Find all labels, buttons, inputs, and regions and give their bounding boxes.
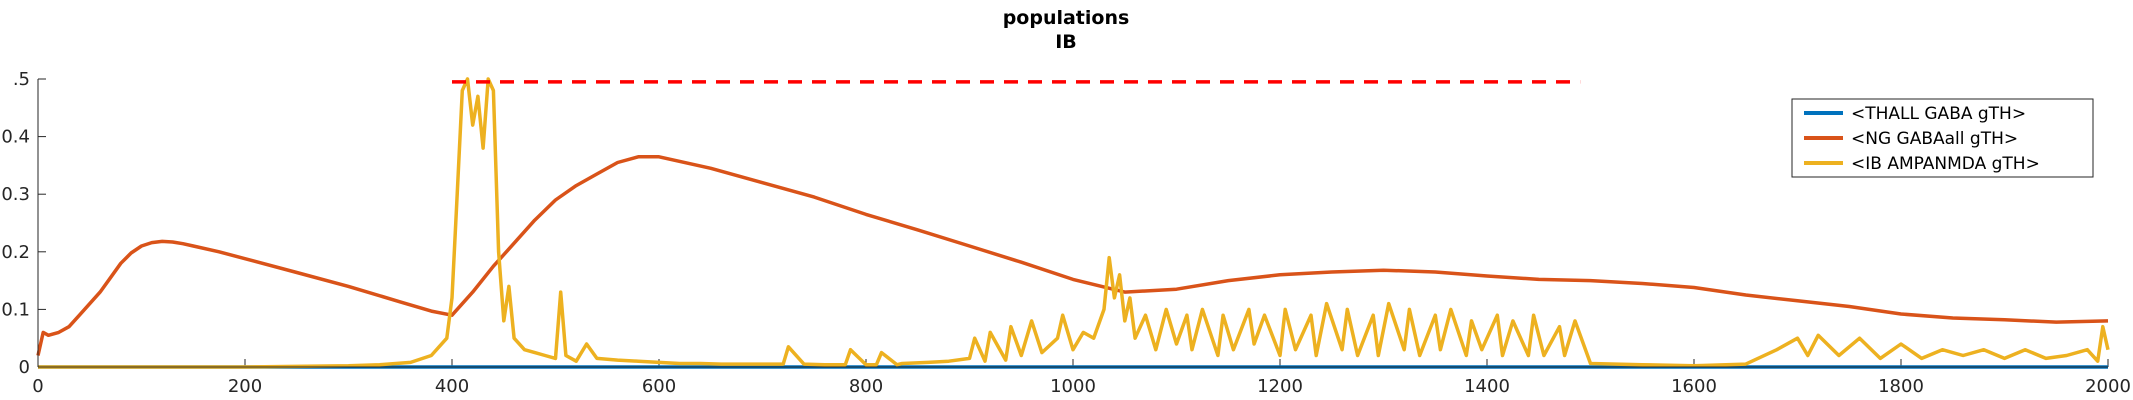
x-tick-label: 1600 [1671,376,1717,397]
legend-label: <IB AMPANMDA gTH> [1851,154,2040,174]
x-tick-label: 800 [849,376,883,397]
x-tick-label: 200 [228,376,262,397]
x-axis: 0 200 400 600 800 1000 1200 1400 1600 1800 2000 [32,359,2131,397]
series-line [38,77,2110,369]
y-tick-label: 0.4 [1,127,30,148]
y-tick-label: 0.3 [1,184,30,205]
chart-title: populations [1003,7,1130,29]
y-tick-label: .5 [13,69,30,90]
legend-label: <THALL GABA gTH> [1851,104,2026,124]
legend: <THALL GABA gTH> <NG GABAall gTH> <IB AM… [1791,98,2094,178]
x-tick-label: 0 [32,376,43,397]
y-tick-label: 0.1 [1,299,30,320]
x-tick-label: 1400 [1464,376,1510,397]
x-tick-label: 1000 [1050,376,1096,397]
y-tick-label: 0 [19,357,30,378]
x-tick-label: 400 [435,376,469,397]
legend-label: <NG GABAall gTH> [1851,129,2018,149]
x-tick-label: 2000 [2085,376,2131,397]
x-tick-label: 600 [642,376,676,397]
x-tick-label: 1200 [1257,376,1303,397]
y-axis: .5 0.4 0.3 0.2 0.1 0 [1,69,46,378]
chart-subtitle: IB [1055,31,1077,53]
plot-area [38,79,2108,367]
series-line [36,155,2109,356]
y-tick-label: 0.2 [1,242,30,263]
x-tick-label: 1800 [1878,376,1924,397]
